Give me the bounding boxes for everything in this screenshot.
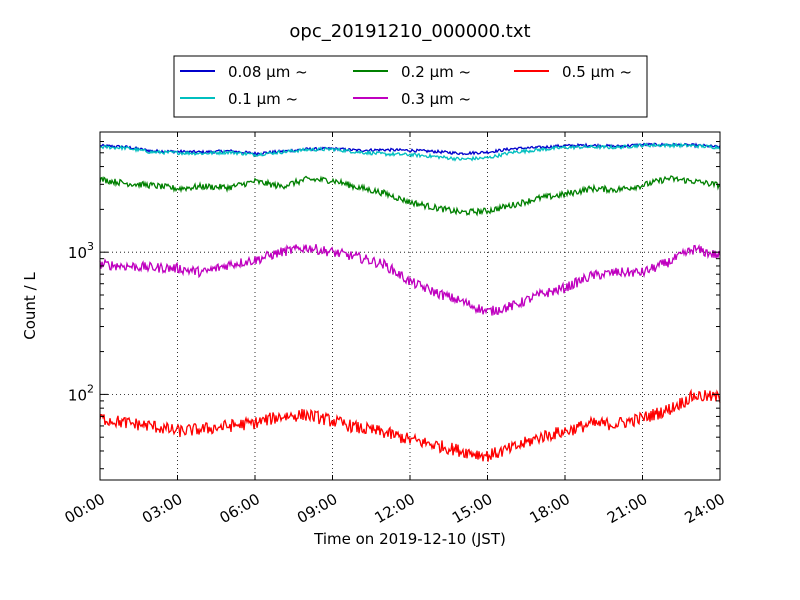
legend-label: 0.1 μm ~: [228, 90, 298, 108]
series-line: [99, 142, 721, 162]
legend: 0.08 μm ~ 0.1 μm ~ 0.2 μm ~ 0.3 μm ~ 0.5 μm …: [173, 55, 648, 118]
legend-label: 0.5 μm ~: [562, 63, 632, 81]
x-axis-label: Time on 2019-12-10 (JST): [313, 530, 506, 548]
series-group: [99, 142, 721, 462]
series-line: [99, 175, 721, 217]
legend-label: 0.3 μm ~: [401, 90, 471, 108]
y-axis-ticks: 102 103: [68, 131, 720, 470]
y-axis-label: Count / L: [21, 272, 39, 340]
grid: [100, 132, 720, 480]
y-tick-label: 103: [68, 240, 94, 262]
legend-label: 0.08 μm ~: [228, 63, 308, 81]
legend-label: 0.2 μm ~: [401, 63, 471, 81]
chart-title: opc_20191210_000000.txt: [289, 21, 530, 42]
series-line: [99, 388, 721, 462]
y-tick-label: 102: [68, 382, 94, 404]
series-line: [99, 243, 721, 316]
legend-frame: [173, 55, 648, 118]
